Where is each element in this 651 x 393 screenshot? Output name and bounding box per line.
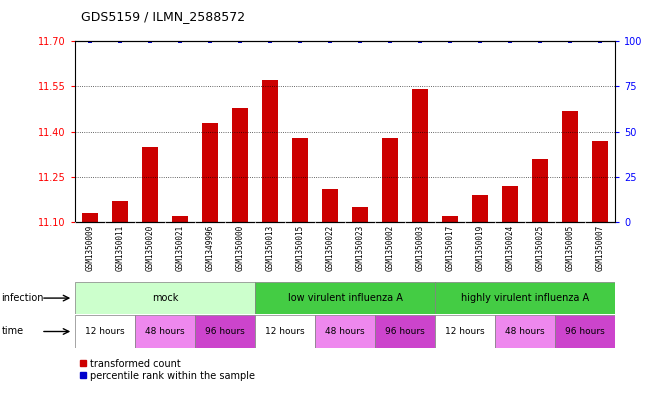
Bar xyxy=(195,315,255,348)
Text: GSM1350005: GSM1350005 xyxy=(566,225,575,271)
Text: GSM1350020: GSM1350020 xyxy=(145,225,154,271)
Text: GSM1350023: GSM1350023 xyxy=(355,225,365,271)
Text: mock: mock xyxy=(152,293,178,303)
Bar xyxy=(472,195,488,222)
Text: 96 hours: 96 hours xyxy=(205,327,245,336)
Text: GSM1350015: GSM1350015 xyxy=(296,225,305,271)
Bar xyxy=(502,186,518,222)
Text: 12 hours: 12 hours xyxy=(265,327,305,336)
Text: 48 hours: 48 hours xyxy=(326,327,365,336)
Text: highly virulent influenza A: highly virulent influenza A xyxy=(461,293,589,303)
Bar xyxy=(562,110,579,222)
Text: GSM1349996: GSM1349996 xyxy=(206,225,214,271)
Text: GDS5159 / ILMN_2588572: GDS5159 / ILMN_2588572 xyxy=(81,10,245,23)
Bar xyxy=(442,216,458,222)
Text: GSM1350000: GSM1350000 xyxy=(236,225,245,271)
Text: GSM1350002: GSM1350002 xyxy=(385,225,395,271)
Bar xyxy=(352,207,368,222)
Bar xyxy=(435,315,495,348)
Bar xyxy=(532,159,548,222)
Bar xyxy=(495,315,555,348)
Bar xyxy=(381,138,398,222)
Text: GSM1350021: GSM1350021 xyxy=(175,225,184,271)
Bar xyxy=(75,315,135,348)
Bar xyxy=(81,213,98,222)
Bar xyxy=(262,81,278,222)
Text: 12 hours: 12 hours xyxy=(85,327,125,336)
Text: 48 hours: 48 hours xyxy=(145,327,185,336)
Bar xyxy=(202,123,218,222)
Bar xyxy=(435,282,615,314)
Text: infection: infection xyxy=(1,293,44,303)
Text: GSM1350009: GSM1350009 xyxy=(85,225,94,271)
Bar xyxy=(172,216,188,222)
Text: 96 hours: 96 hours xyxy=(385,327,425,336)
Text: low virulent influenza A: low virulent influenza A xyxy=(288,293,402,303)
Bar xyxy=(375,315,435,348)
Text: GSM1350024: GSM1350024 xyxy=(506,225,515,271)
Legend: transformed count, percentile rank within the sample: transformed count, percentile rank withi… xyxy=(79,358,255,380)
Text: time: time xyxy=(1,327,23,336)
Text: GSM1350022: GSM1350022 xyxy=(326,225,335,271)
Bar xyxy=(142,147,158,222)
Bar xyxy=(322,189,339,222)
Text: GSM1350007: GSM1350007 xyxy=(596,225,605,271)
Text: 48 hours: 48 hours xyxy=(505,327,545,336)
Bar xyxy=(592,141,609,222)
Bar xyxy=(315,315,375,348)
Text: GSM1350025: GSM1350025 xyxy=(536,225,545,271)
Bar xyxy=(111,201,128,222)
Bar xyxy=(255,282,435,314)
Bar xyxy=(255,315,315,348)
Text: GSM1350003: GSM1350003 xyxy=(415,225,424,271)
Bar xyxy=(232,108,248,222)
Bar xyxy=(292,138,309,222)
Text: GSM1350019: GSM1350019 xyxy=(476,225,484,271)
Bar xyxy=(135,315,195,348)
Bar xyxy=(75,282,255,314)
Bar xyxy=(555,315,615,348)
Text: GSM1350013: GSM1350013 xyxy=(266,225,275,271)
Text: 96 hours: 96 hours xyxy=(565,327,605,336)
Text: 12 hours: 12 hours xyxy=(445,327,485,336)
Text: GSM1350011: GSM1350011 xyxy=(115,225,124,271)
Text: GSM1350017: GSM1350017 xyxy=(445,225,454,271)
Bar xyxy=(412,90,428,222)
